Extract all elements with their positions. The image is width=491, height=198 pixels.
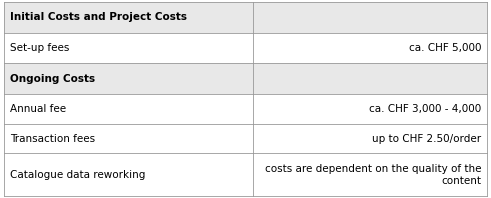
Bar (253, 63, 487, 94)
Bar (4, 33, 253, 63)
Bar (4, 124, 253, 153)
Text: costs are dependent on the quality of the
content: costs are dependent on the quality of th… (265, 164, 481, 186)
Text: Initial Costs and Project Costs: Initial Costs and Project Costs (10, 12, 187, 22)
Bar (4, 63, 253, 94)
Text: ca. CHF 5,000: ca. CHF 5,000 (409, 43, 481, 53)
Text: Transaction fees: Transaction fees (10, 134, 95, 144)
Bar (253, 94, 487, 124)
Bar (4, 153, 253, 196)
Text: ca. CHF 3,000 - 4,000: ca. CHF 3,000 - 4,000 (369, 104, 481, 114)
Text: Catalogue data reworking: Catalogue data reworking (10, 170, 145, 180)
Text: Set-up fees: Set-up fees (10, 43, 69, 53)
Bar (4, 2, 253, 33)
Bar (253, 124, 487, 153)
Bar (253, 33, 487, 63)
Bar (253, 2, 487, 33)
Text: Ongoing Costs: Ongoing Costs (10, 73, 95, 84)
Bar (4, 94, 253, 124)
Text: up to CHF 2.50/order: up to CHF 2.50/order (372, 134, 481, 144)
Bar (253, 153, 487, 196)
Text: Annual fee: Annual fee (10, 104, 66, 114)
